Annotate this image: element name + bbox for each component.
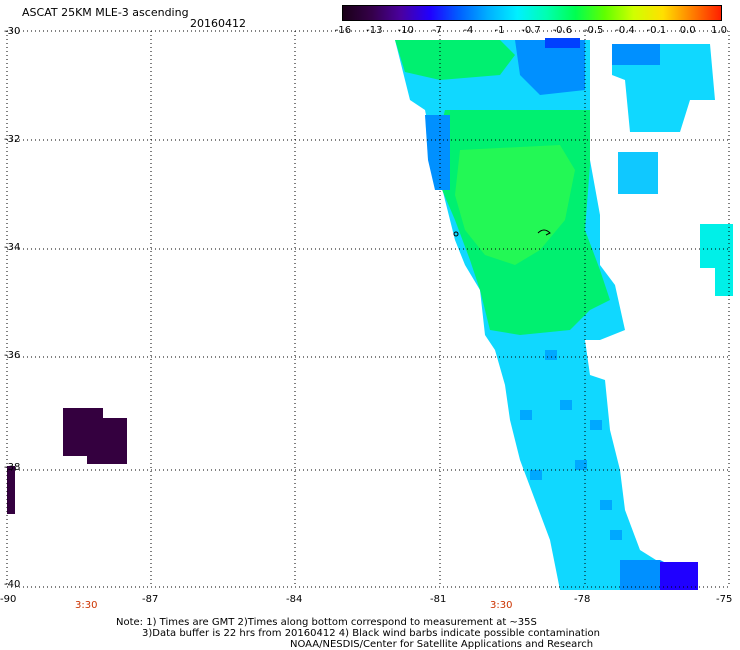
dark-cell-block-b xyxy=(87,418,127,464)
swath-top-blue xyxy=(515,40,585,95)
color-scale-label: -0.4 xyxy=(615,25,635,36)
time-label-left: 3:30 xyxy=(75,600,98,611)
color-scale-label: -13 xyxy=(366,25,383,36)
lat-label-36: -36 xyxy=(4,350,21,361)
lon-label-87: -87 xyxy=(142,594,159,605)
island-outline-mark xyxy=(453,231,459,237)
swath-top-green xyxy=(395,40,515,80)
lat-label-38: -38 xyxy=(4,462,21,473)
note-line-2: 3)Data buffer is 22 hrs from 20160412 4)… xyxy=(142,628,600,639)
dark-cell-strip-left xyxy=(7,466,15,514)
color-scale-label: -0.5 xyxy=(583,25,604,36)
note-line-1: Note: 1) Times are GMT 2)Times along bot… xyxy=(116,617,537,628)
color-scale-label: -10 xyxy=(397,25,414,36)
lat-label-30: -30 xyxy=(4,26,21,37)
island-top-right-blue xyxy=(612,44,660,65)
wind-barb-mark xyxy=(537,229,551,236)
swath-blue-cell xyxy=(590,420,602,430)
color-scale-label: -0.6 xyxy=(552,25,573,36)
lon-label-75: -75 xyxy=(716,594,733,605)
swath-blue-cell xyxy=(575,460,587,470)
swath-top-darkblue xyxy=(545,38,580,48)
swath-blue-cell xyxy=(560,400,572,410)
lon-label-78: -78 xyxy=(574,594,591,605)
island-top-right xyxy=(612,44,715,132)
color-scale-bar xyxy=(342,5,722,21)
swath-bottom-darkblue xyxy=(660,562,698,590)
color-scale-label: -4 xyxy=(463,25,474,36)
swath-lightgreen-region xyxy=(455,145,575,265)
lat-label-32: -32 xyxy=(4,134,21,145)
time-label-right: 3:30 xyxy=(490,600,513,611)
note-line-3: NOAA/NESDIS/Center for Satellite Applica… xyxy=(290,639,594,650)
swath-left-blue xyxy=(425,115,450,190)
lat-label-34: -34 xyxy=(4,242,21,253)
swath-blue-cell xyxy=(610,530,622,540)
swath-blue-cell xyxy=(545,350,557,360)
swath-blue-cell xyxy=(600,500,612,510)
lat-label-40: -40 xyxy=(4,579,21,590)
map-title: ASCAT 25KM MLE-3 ascending xyxy=(22,6,189,19)
color-scale-label: -0.1 xyxy=(646,25,667,36)
color-scale-label: -7 xyxy=(432,25,442,36)
lon-label-81: -81 xyxy=(430,594,447,605)
swath-blue-cell xyxy=(530,470,542,480)
island-far-right xyxy=(700,224,733,296)
swath-blue-cell xyxy=(520,410,532,420)
island-middle-right xyxy=(618,152,658,194)
lon-label-84: -84 xyxy=(286,594,303,605)
map-date: 20160412 xyxy=(190,17,246,30)
lon-label-90: -90 xyxy=(0,594,17,605)
